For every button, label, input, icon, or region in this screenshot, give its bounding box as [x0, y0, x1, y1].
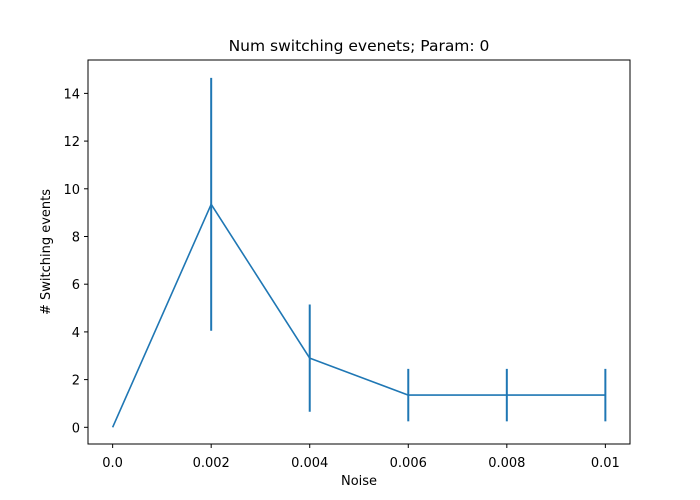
chart-title: Num switching evenets; Param: 0 — [229, 37, 490, 55]
x-axis-label: Noise — [341, 474, 377, 489]
y-axis: 0 2 4 6 8 10 12 14 — [63, 87, 88, 436]
x-tick-label: 0.008 — [488, 456, 525, 471]
x-tick-label: 0.006 — [390, 456, 427, 471]
y-tick-label: 2 — [72, 374, 80, 389]
y-tick-label: 10 — [63, 183, 80, 198]
y-tick-label: 4 — [72, 326, 80, 341]
y-tick-label: 6 — [72, 278, 80, 293]
x-tick-label: 0.0 — [102, 456, 123, 471]
x-tick-label: 0.01 — [591, 456, 620, 471]
x-tick-label: 0.004 — [291, 456, 328, 471]
axes-frame — [87, 59, 631, 445]
series-line — [111, 203, 606, 428]
y-tick-label: 12 — [63, 135, 80, 150]
y-axis-label: # Switching events — [39, 189, 54, 315]
y-tick-label: 8 — [72, 230, 80, 245]
y-tick-label: 14 — [63, 87, 80, 102]
y-tick-label: 0 — [72, 421, 80, 436]
plot-area — [111, 77, 607, 428]
x-tick-label: 0.002 — [193, 456, 230, 471]
x-axis: 0.0 0.002 0.004 0.006 0.008 0.01 — [102, 444, 620, 471]
